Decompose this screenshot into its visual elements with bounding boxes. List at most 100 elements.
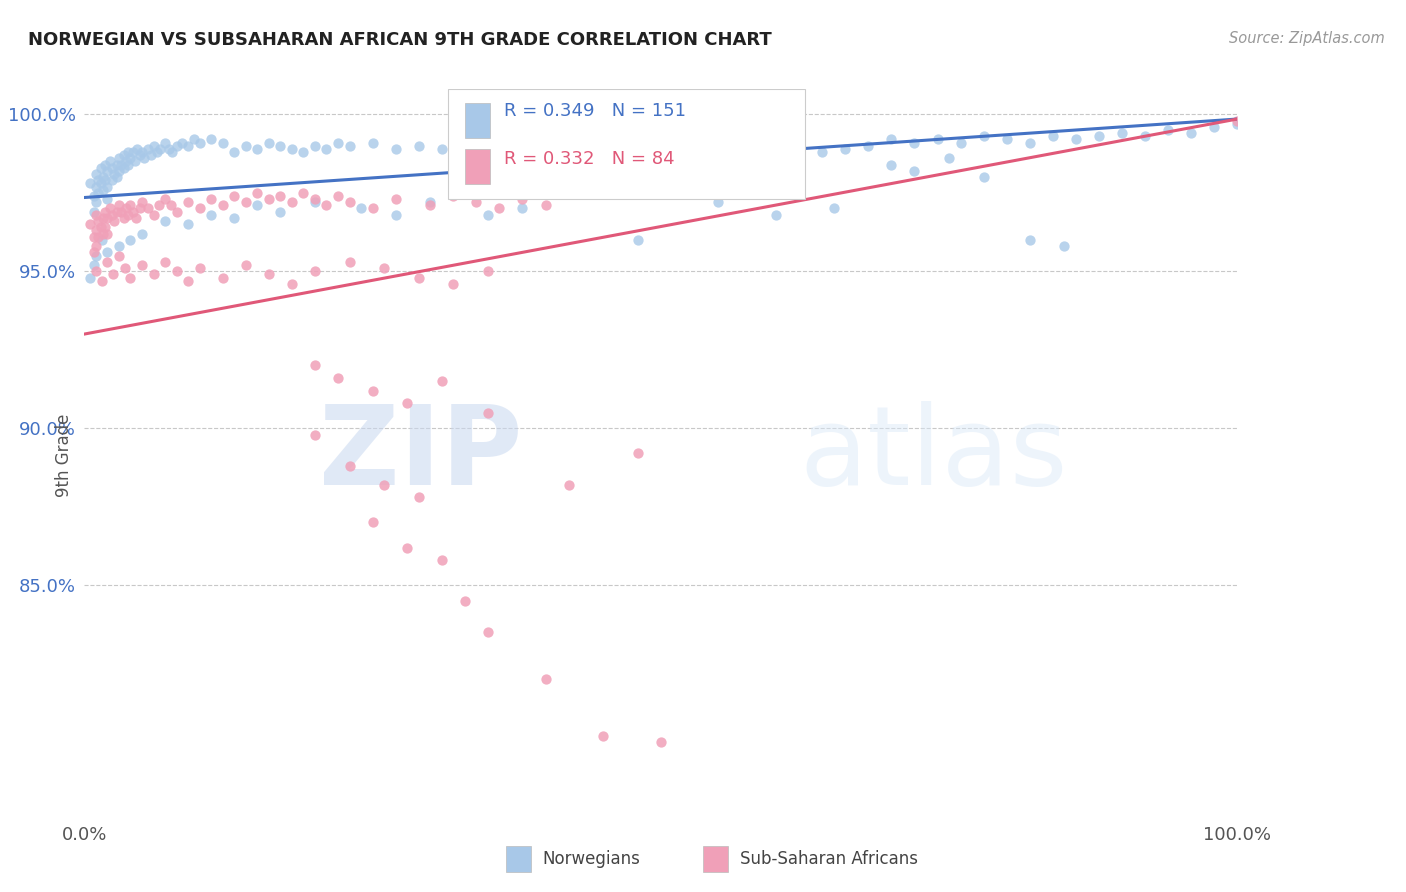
Point	[257, 192, 280, 206]
Point	[281, 195, 304, 210]
Point	[707, 195, 730, 210]
Point	[384, 192, 406, 206]
Point	[96, 245, 118, 260]
Point	[224, 145, 246, 159]
Point	[90, 233, 112, 247]
Point	[557, 186, 579, 200]
Point	[880, 157, 903, 171]
Point	[96, 192, 118, 206]
Text: Source: ZipAtlas.com: Source: ZipAtlas.com	[1229, 31, 1385, 46]
Point	[292, 186, 315, 200]
Point	[142, 138, 165, 153]
Point	[188, 136, 211, 150]
Point	[84, 223, 107, 237]
Point	[108, 249, 131, 263]
Point	[94, 173, 117, 187]
Point	[326, 136, 349, 150]
Point	[108, 198, 131, 212]
Point	[811, 145, 834, 159]
Point	[90, 274, 112, 288]
Point	[396, 396, 419, 410]
Point	[146, 145, 169, 159]
Point	[672, 145, 695, 159]
Point	[96, 255, 118, 269]
Point	[136, 142, 159, 156]
Point	[257, 136, 280, 150]
Point	[339, 138, 361, 153]
Point	[108, 151, 131, 165]
Point	[373, 477, 395, 491]
Point	[441, 189, 464, 203]
Point	[823, 202, 845, 216]
Point	[87, 173, 110, 187]
Point	[408, 138, 430, 153]
FancyBboxPatch shape	[447, 89, 806, 199]
Point	[361, 384, 384, 398]
Text: R = 0.349   N = 151: R = 0.349 N = 151	[503, 103, 686, 120]
Point	[246, 186, 269, 200]
Point	[91, 170, 114, 185]
Point	[350, 202, 373, 216]
Point	[650, 177, 672, 191]
Point	[257, 268, 280, 282]
Point	[281, 277, 304, 291]
Point	[87, 214, 110, 228]
Point	[112, 148, 135, 162]
Point	[1180, 126, 1202, 140]
Point	[246, 198, 269, 212]
Point	[110, 204, 132, 219]
Point	[131, 258, 153, 272]
Point	[534, 138, 557, 153]
Point	[117, 208, 139, 222]
Point	[742, 142, 765, 156]
Point	[235, 258, 257, 272]
Point	[83, 189, 105, 203]
Point	[125, 211, 148, 225]
Point	[339, 458, 361, 473]
Point	[765, 208, 787, 222]
Point	[441, 277, 464, 291]
Point	[1018, 136, 1040, 150]
Point	[141, 148, 163, 162]
Point	[166, 138, 188, 153]
Point	[235, 138, 257, 153]
Point	[91, 227, 114, 241]
Point	[160, 145, 183, 159]
Point	[112, 211, 135, 225]
Point	[454, 136, 477, 150]
Point	[1157, 123, 1180, 137]
Point	[105, 157, 128, 171]
Point	[127, 142, 149, 156]
Point	[396, 541, 419, 555]
Point	[430, 142, 453, 156]
Point	[98, 154, 121, 169]
Point	[79, 177, 101, 191]
Point	[172, 136, 194, 150]
Point	[339, 195, 361, 210]
Point	[834, 142, 856, 156]
Point	[188, 202, 211, 216]
Point	[650, 186, 672, 200]
Point	[105, 170, 128, 185]
Point	[603, 142, 626, 156]
Text: Sub-Saharan Africans: Sub-Saharan Africans	[740, 850, 918, 868]
Point	[512, 142, 534, 156]
Point	[534, 673, 557, 687]
Point	[89, 177, 111, 191]
Point	[1064, 132, 1087, 146]
Point	[224, 211, 246, 225]
Point	[84, 249, 107, 263]
Point	[973, 129, 995, 144]
Point	[373, 261, 395, 276]
Point	[488, 145, 510, 159]
Point	[995, 132, 1018, 146]
Point	[83, 204, 105, 219]
Point	[1133, 129, 1156, 144]
Point	[108, 164, 131, 178]
Point	[157, 142, 180, 156]
Point	[211, 136, 233, 150]
Point	[153, 136, 176, 150]
Point	[89, 220, 111, 235]
Point	[326, 371, 349, 385]
Point	[488, 202, 510, 216]
